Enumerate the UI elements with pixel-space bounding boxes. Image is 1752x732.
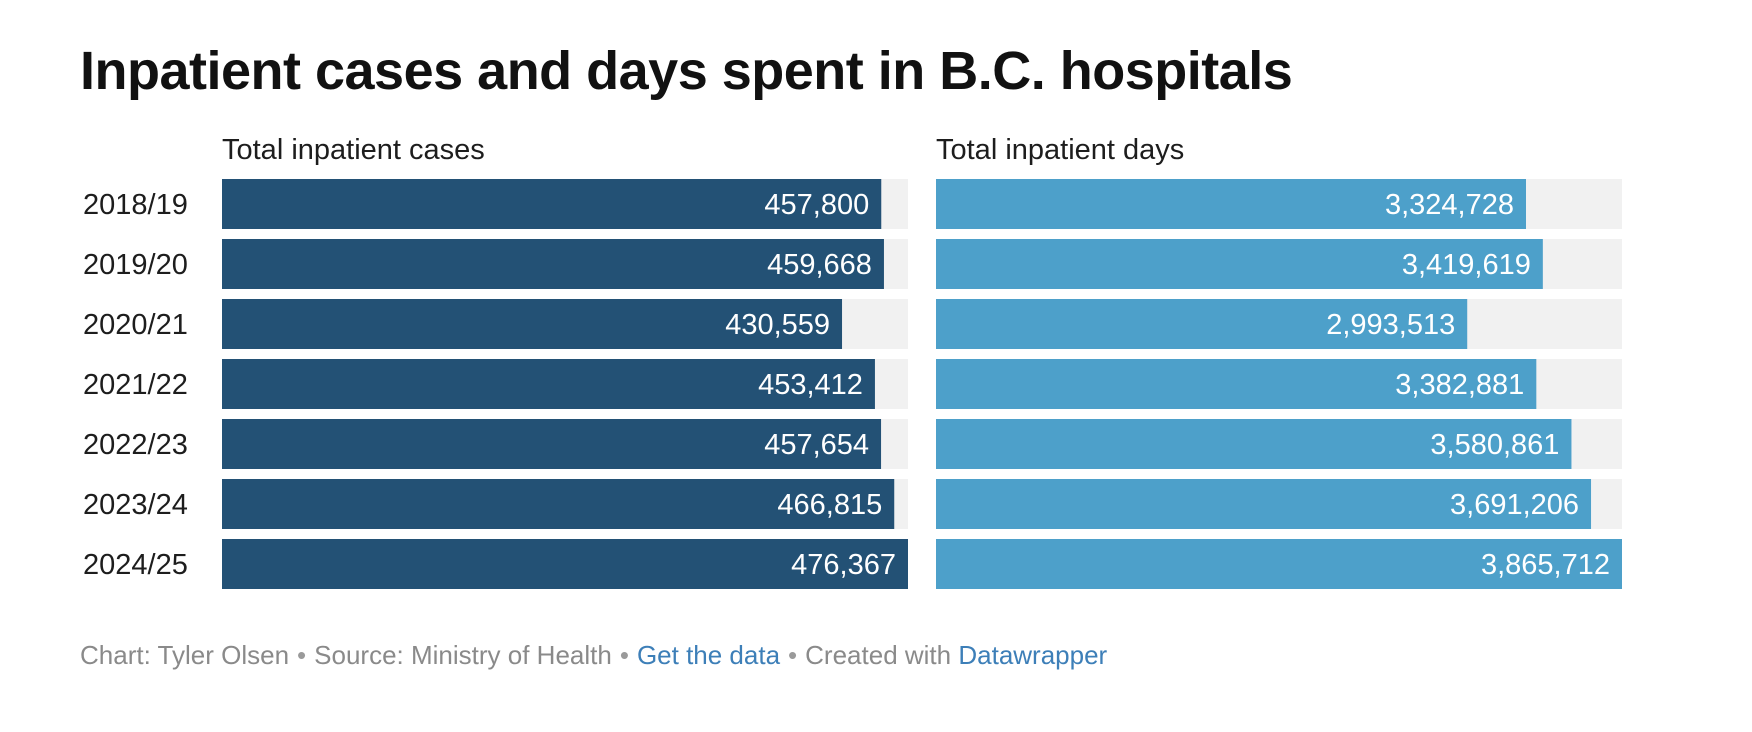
bar-cases-2022-23 (222, 419, 882, 469)
bar-cases-2021-22 (222, 359, 875, 409)
footer-credit: Chart: Tyler Olsen (80, 640, 290, 670)
footer-separator: • (619, 640, 629, 670)
value-label-cases: 476,367 (791, 549, 896, 581)
value-label-days: 3,324,728 (1385, 189, 1514, 221)
row-label-2022-23: 2022/23 (83, 429, 188, 461)
value-label-cases: 457,800 (764, 189, 869, 221)
chart-footer: Chart: Tyler Olsen • Source: Ministry of H… (80, 640, 1107, 671)
bar-days-2019-20 (936, 239, 1543, 289)
chart-title: Inpatient cases and days spent in B.C. h… (80, 41, 1293, 101)
bar-days-2023-24 (936, 479, 1592, 529)
row-label-2019-20: 2019/20 (83, 249, 188, 281)
row-label-2024-25: 2024/25 (83, 549, 188, 581)
bar-cases-2018-19 (222, 179, 882, 229)
footer-created-with: Created with (805, 640, 952, 670)
value-label-days: 3,865,712 (1481, 549, 1610, 581)
row-label-2020-21: 2020/21 (83, 309, 188, 341)
footer-separator: • (788, 640, 798, 670)
panel-title-cases: Total inpatient cases (222, 134, 485, 166)
value-label-cases: 466,815 (777, 489, 882, 521)
bar-days-2018-19 (936, 179, 1526, 229)
panel-title-days: Total inpatient days (936, 134, 1184, 166)
row-label-2021-22: 2021/22 (83, 369, 188, 401)
get-the-data-link[interactable]: Get the data (636, 640, 781, 670)
value-label-cases: 430,559 (725, 309, 830, 341)
bar-cases-2020-21 (222, 299, 843, 349)
row-label-2023-24: 2023/24 (83, 489, 188, 521)
footer-separator: • (297, 640, 307, 670)
value-label-cases: 459,668 (767, 249, 872, 281)
bar-days-2022-23 (936, 419, 1572, 469)
footer-source: Source: Ministry of Health (314, 640, 612, 670)
bar-cases-2023-24 (222, 479, 895, 529)
bar-days-2024-25 (936, 539, 1622, 589)
value-label-days: 3,580,861 (1430, 429, 1559, 461)
value-label-days: 3,382,881 (1395, 369, 1524, 401)
value-label-days: 2,993,513 (1326, 309, 1455, 341)
bar-cases-2019-20 (222, 239, 884, 289)
value-label-cases: 457,654 (764, 429, 869, 461)
value-label-days: 3,691,206 (1450, 489, 1579, 521)
value-label-cases: 453,412 (758, 369, 863, 401)
value-label-days: 3,419,619 (1402, 249, 1531, 281)
bar-days-2020-21 (936, 299, 1468, 349)
datawrapper-link[interactable]: Datawrapper (958, 640, 1108, 670)
row-label-2018-19: 2018/19 (83, 189, 188, 221)
bar-chart: 2018/19 2019/20 2020/21 2021/22 2022/23 2023/… (83, 134, 1622, 589)
bar-cases-2024-25 (222, 539, 908, 589)
bar-days-2021-22 (936, 359, 1537, 409)
